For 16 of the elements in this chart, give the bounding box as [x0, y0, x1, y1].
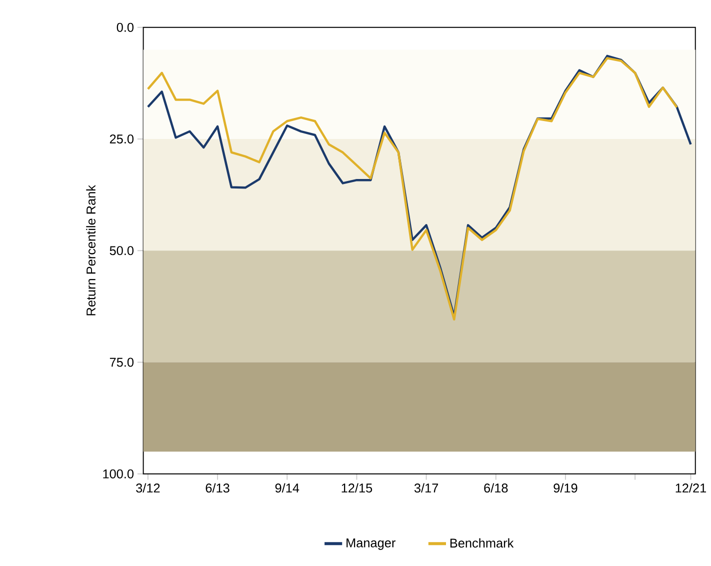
x-tick-label: 9/14 [275, 483, 300, 493]
y-axis-title: Return Percentile Rank [86, 185, 96, 316]
x-tick-label: 6/18 [484, 483, 508, 493]
y-tick-label: 75.0 [110, 358, 134, 367]
x-tick-label: 3/12 [136, 483, 160, 493]
x-tick-label: 3/17 [414, 483, 438, 493]
x-tick-label: 9/19 [554, 483, 578, 493]
x-tick-label: 6/13 [206, 483, 230, 493]
y-tick-label: 100.0 [103, 470, 134, 479]
legend-label: Benchmark [450, 538, 514, 548]
x-tick-label: 12/15 [342, 483, 372, 493]
y-tick-label: 50.0 [110, 246, 134, 256]
legend-label: Manager [346, 538, 396, 550]
x-tick-label: 12/21 [676, 483, 706, 493]
y-tick-label: 25.0 [110, 134, 134, 144]
y-tick-label: 0.0 [116, 22, 134, 32]
